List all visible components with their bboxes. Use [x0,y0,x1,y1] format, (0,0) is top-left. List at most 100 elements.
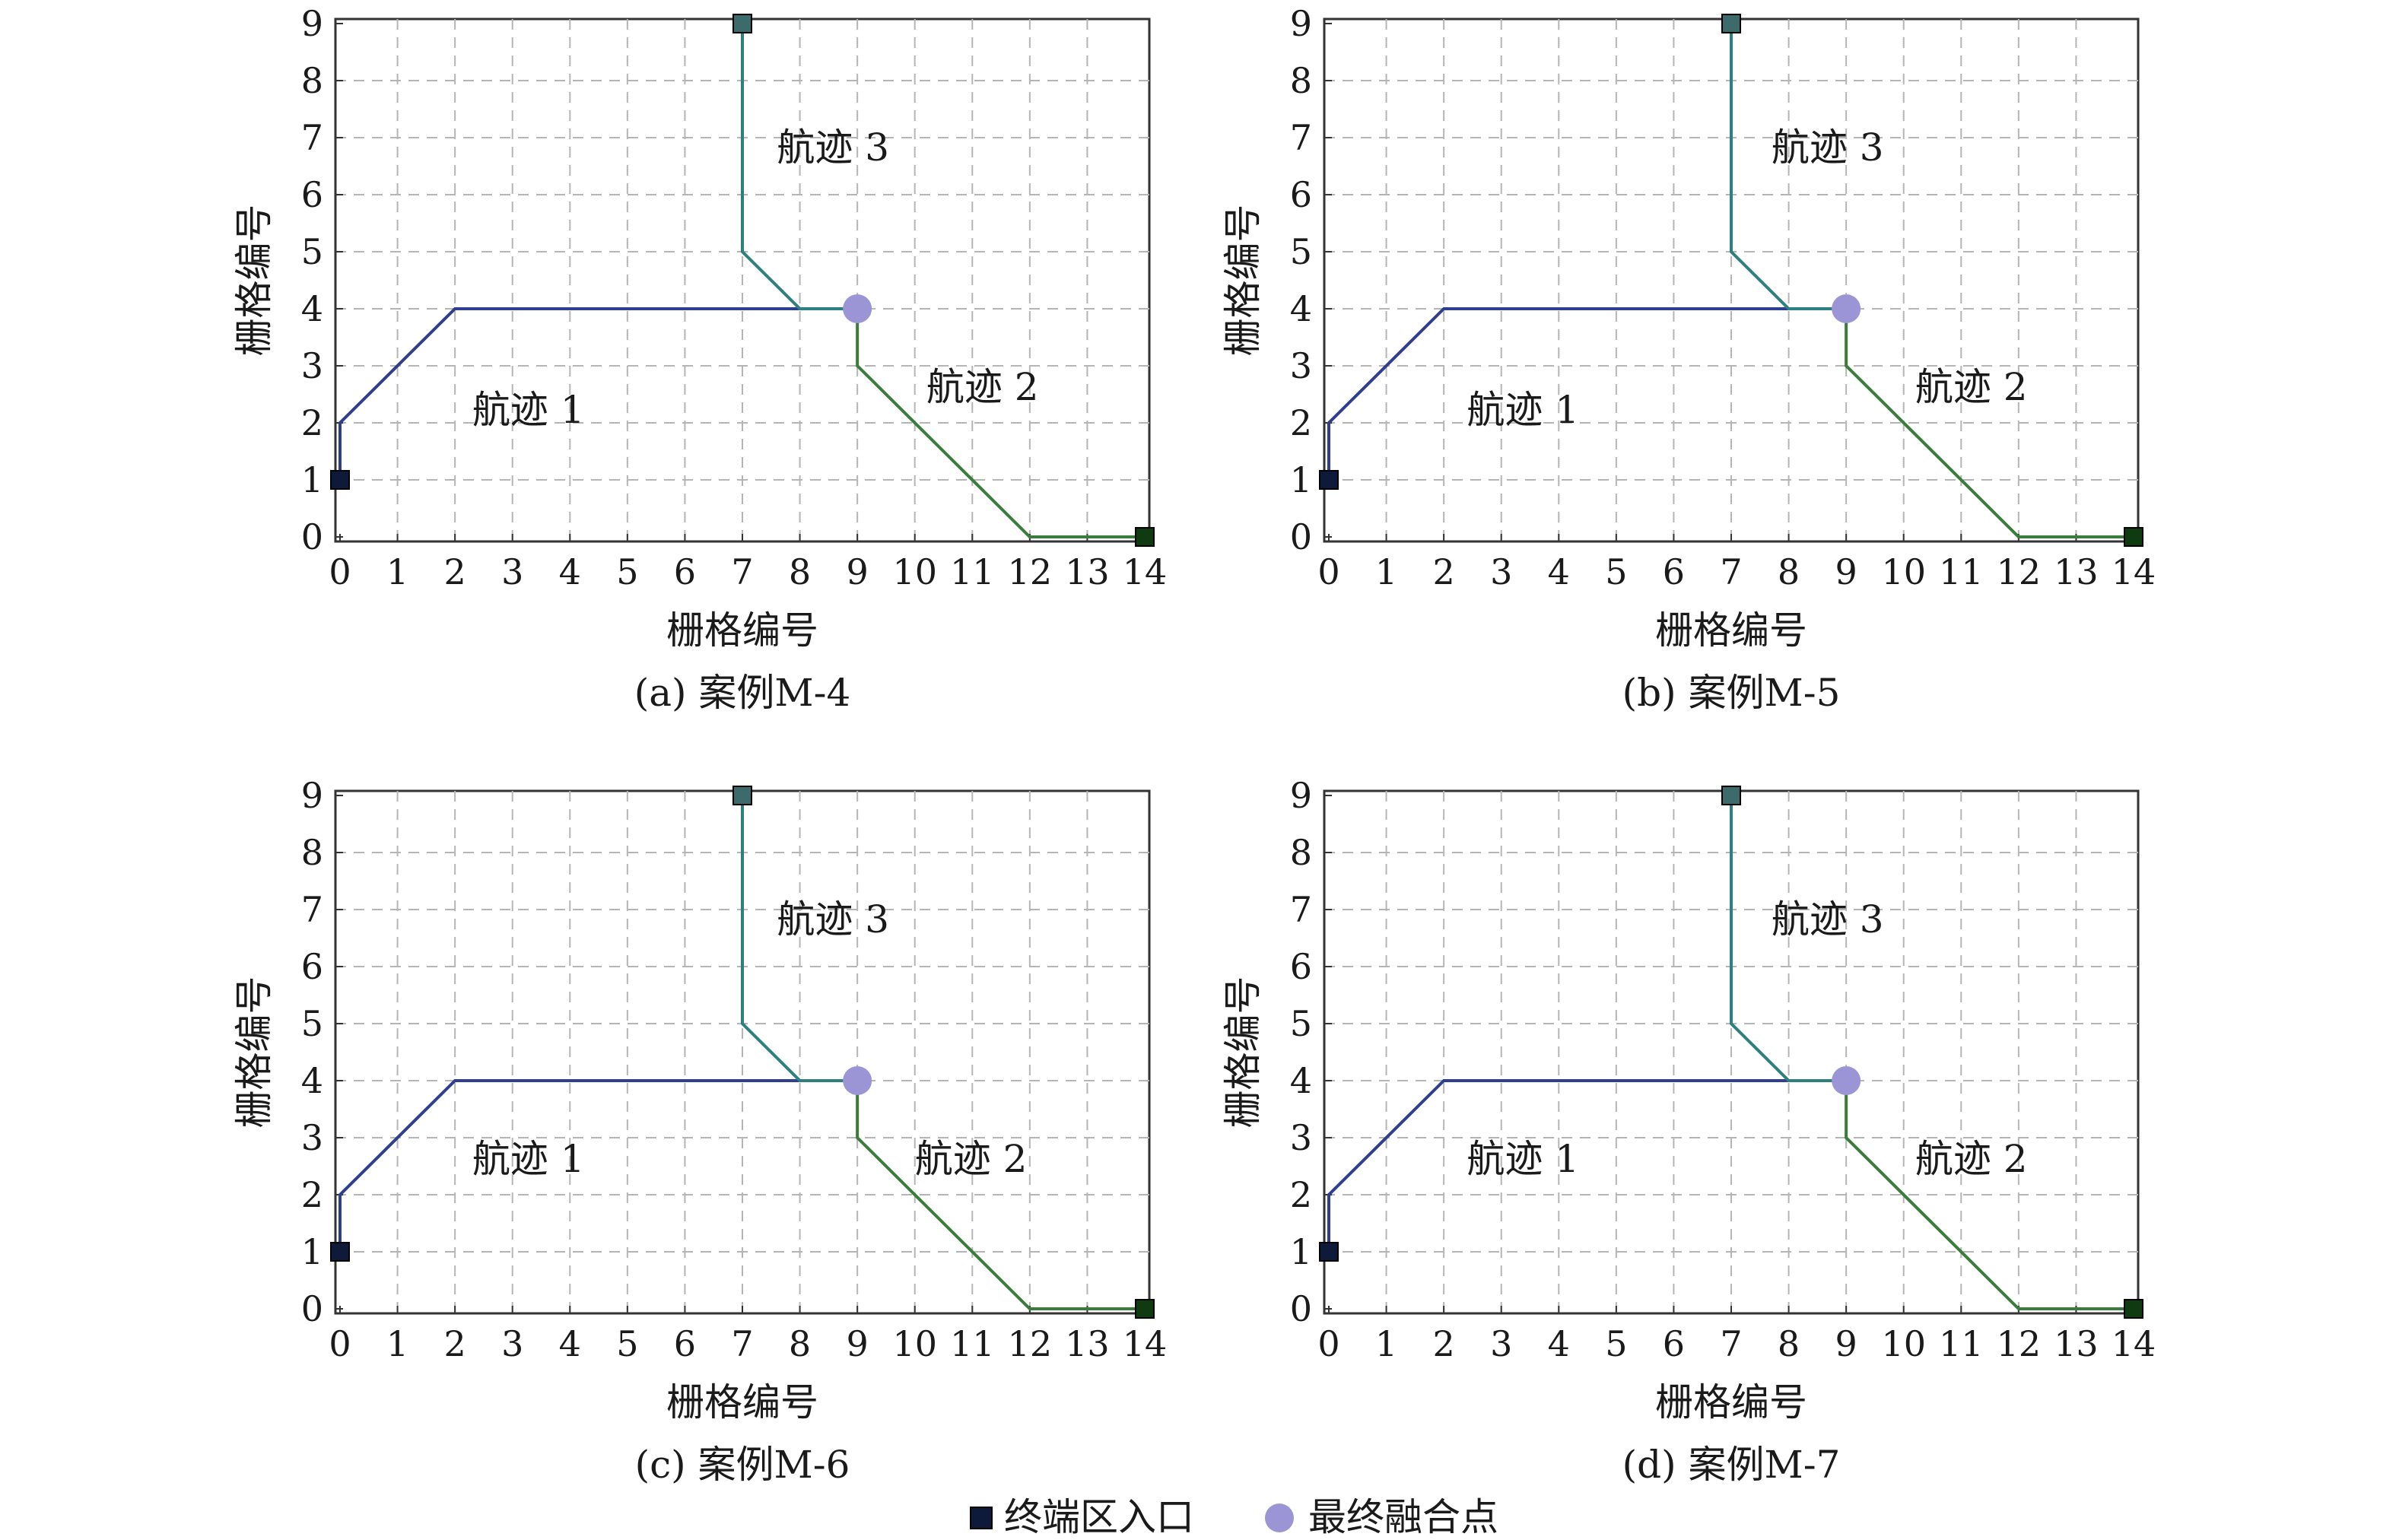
x-tick-label: 13 [2054,1323,2099,1364]
merge-point-marker [1832,1066,1861,1095]
terminal-entry-marker [732,14,752,33]
x-tick-label: 3 [501,551,523,592]
x-tick-label: 8 [1778,551,1800,592]
y-tick-label: 8 [1290,60,1312,101]
x-tick-label: 6 [1663,1323,1685,1364]
y-tick-label: 1 [301,1231,323,1272]
x-tick-label: 0 [329,1323,351,1364]
y-axis-label: 栅格编号 [1221,976,1265,1129]
track-line [338,1079,858,1252]
x-tick-label: 9 [847,1323,869,1364]
x-tick-label: 0 [329,551,351,592]
x-tick-label: 6 [1663,551,1685,592]
y-tick-label: 6 [301,946,323,987]
terminal-entry-marker [1319,470,1339,490]
terminal-entry-marker [1135,527,1155,547]
x-tick-label: 2 [444,1323,466,1364]
x-tick-label: 0 [1317,1323,1339,1364]
y-tick-label: 8 [301,832,323,873]
terminal-entry-marker [2124,1299,2143,1319]
x-tick-label: 11 [950,1323,995,1364]
x-tick-label: 14 [1123,551,1168,592]
track-label: 航迹 1 [472,388,585,432]
x-tick-label: 12 [1008,1323,1053,1364]
x-tick-label: 4 [559,551,581,592]
x-tick-label: 3 [1490,1323,1512,1364]
x-tick-label: 10 [1881,1323,1926,1364]
x-tick-label: 14 [1123,1323,1168,1364]
x-tick-label: 13 [2054,551,2099,592]
x-axis-label: 栅格编号 [666,608,818,653]
track-line [1845,1081,2134,1310]
chart-panel: 0 1 2 3 4 5 6 7 8 9 10 11 12 13 140123456789栅格编号栅格编号(b… [1221,3,2156,715]
x-tick-label: 5 [1605,1323,1627,1364]
panel-caption: (a) 案例M-4 [634,671,851,715]
legend-entry-label: 终端区入口 [1004,1495,1194,1539]
x-tick-label: 12 [1997,1323,2042,1364]
x-tick-label: 11 [950,551,995,592]
x-tick-label: 2 [1433,551,1455,592]
y-axis-label: 栅格编号 [1221,205,1265,357]
terminal-entry-marker [732,786,752,805]
x-tick-label: 10 [892,551,937,592]
x-axis-label: 栅格编号 [1655,1380,1807,1424]
terminal-entry-marker [330,1242,350,1262]
x-tick-label: 0 [1317,551,1339,592]
x-tick-label: 1 [1375,1323,1397,1364]
track-label: 航迹 3 [1772,125,1884,170]
y-tick-label: 7 [301,889,323,930]
track-line [1327,307,1847,480]
y-axis-label: 栅格编号 [232,205,276,357]
y-tick-label: 9 [301,775,323,816]
y-tick-label: 2 [301,402,323,443]
x-tick-label: 11 [1939,551,1984,592]
track-line [741,24,858,310]
merge-point-marker [1832,294,1861,323]
y-tick-label: 2 [1290,402,1312,443]
track-label: 航迹 1 [1467,1137,1579,1181]
track-line [1327,1079,1847,1252]
terminal-entry-marker [2124,527,2143,547]
x-tick-label: 6 [674,551,696,592]
x-tick-label: 7 [1720,551,1742,592]
track-label: 航迹 2 [1915,365,2028,409]
x-tick-label: 9 [847,551,869,592]
x-tick-label: 4 [559,1323,581,1364]
y-tick-label: 1 [1290,1231,1312,1272]
terminal-entry-marker [1721,14,1741,33]
panel-caption: (d) 案例M-7 [1622,1443,1841,1487]
track-label: 航迹 1 [472,1137,585,1181]
x-tick-label: 3 [501,1323,523,1364]
x-tick-label: 4 [1548,551,1570,592]
x-tick-label: 14 [2112,551,2156,592]
y-tick-label: 8 [301,60,323,101]
y-tick-label: 4 [301,288,323,329]
x-tick-label: 10 [892,1323,937,1364]
legend-merge-marker [1265,1503,1294,1532]
x-tick-label: 9 [1835,551,1857,592]
y-tick-label: 4 [1290,1060,1312,1101]
x-tick-label: 12 [1008,551,1053,592]
y-tick-label: 3 [301,1117,323,1158]
x-tick-label: 13 [1065,551,1110,592]
y-tick-label: 8 [1290,832,1312,873]
terminal-entry-marker [1135,1299,1155,1319]
x-tick-label: 4 [1548,1323,1570,1364]
y-tick-label: 4 [1290,288,1312,329]
terminal-entry-marker [1319,1242,1339,1262]
y-tick-label: 6 [301,174,323,215]
y-tick-label: 7 [301,117,323,158]
track-line [856,1081,1145,1310]
track-line [338,307,858,480]
x-tick-label: 7 [1720,1323,1742,1364]
x-tick-label: 5 [1605,551,1627,592]
y-tick-label: 0 [301,1288,323,1329]
x-tick-label: 1 [386,1323,408,1364]
x-tick-label: 7 [731,551,753,592]
y-tick-label: 5 [301,231,323,272]
y-tick-label: 9 [301,3,323,44]
y-tick-label: 4 [301,1060,323,1101]
terminal-entry-marker [330,470,350,490]
x-tick-label: 8 [1778,1323,1800,1364]
y-tick-label: 1 [1290,459,1312,500]
